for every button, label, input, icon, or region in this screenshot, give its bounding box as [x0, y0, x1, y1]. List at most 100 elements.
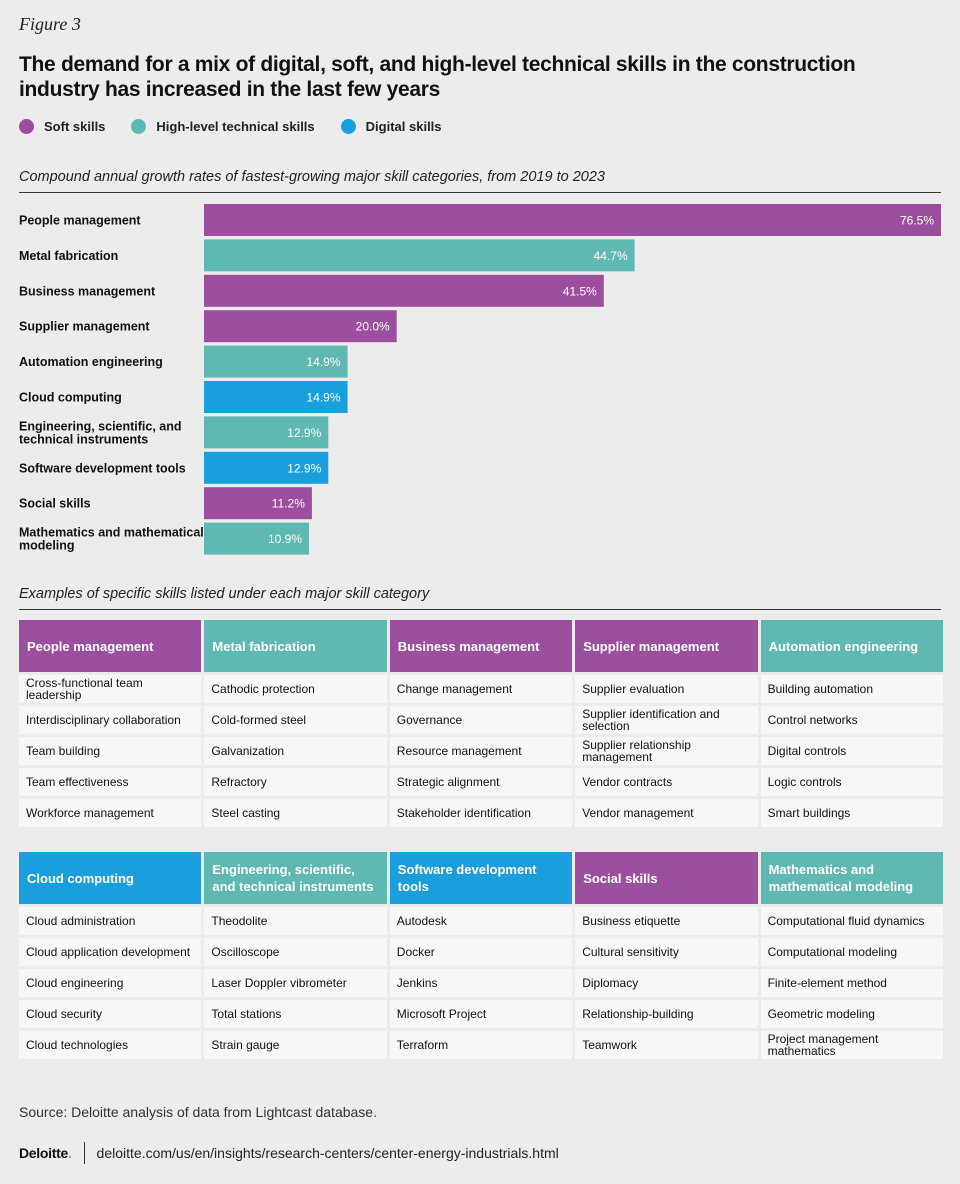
table-header: Software development tools [389, 852, 573, 904]
table-cell: Oscilloscope [204, 938, 387, 966]
table-cell: Building automation [760, 675, 943, 703]
table-cell: Terraform [389, 1031, 573, 1059]
data-label: 10.9% [268, 532, 302, 546]
table-cell: Steel casting [204, 799, 387, 827]
logo-text: Deloitte [19, 1145, 68, 1161]
legend-item-digital-skills: Digital skills [340, 119, 442, 134]
table-cell: Digital controls [760, 737, 943, 765]
data-label: 76.5% [900, 214, 934, 228]
table-cell: Diplomacy [575, 969, 758, 997]
table-cell: Finite-element method [760, 969, 943, 997]
table-cell: Stakeholder identification [389, 799, 573, 827]
table-cell: Logic controls [760, 768, 943, 796]
table-cell: Supplier identification and selection [575, 706, 758, 734]
skills-table-2: Cloud computing Engineering, scientific, … [19, 852, 943, 1059]
table-cell: Team building [19, 737, 202, 765]
footer-url[interactable]: deloitte.com/us/en/insights/research-cen… [96, 1145, 559, 1161]
legend-label: High-level technical skills [156, 119, 315, 134]
table-header: Social skills [575, 852, 758, 904]
data-label: 20.0% [356, 320, 390, 334]
category-label: Engineering, scientific, and technical in… [19, 419, 182, 446]
table-header: Engineering, scientific, and technical i… [204, 852, 387, 904]
figure-title: The demand for a mix of digital, soft, a… [19, 53, 856, 101]
table-cell: Computational fluid dynamics [760, 907, 943, 935]
data-label: 14.9% [307, 391, 341, 405]
bar [204, 274, 604, 307]
table-cell: Governance [389, 706, 573, 734]
category-label: Mathematics and mathematical modeling [19, 526, 204, 553]
data-label: 12.9% [287, 426, 321, 440]
table-cell: Refractory [204, 768, 387, 796]
data-label: 41.5% [563, 284, 597, 298]
table-cell: Cloud application development [19, 938, 202, 966]
table-header: People management [19, 620, 202, 672]
data-label: 14.9% [307, 355, 341, 369]
table-cell: Supplier relationship management [575, 737, 758, 765]
category-label: Metal fabrication [19, 249, 118, 263]
category-label: Software development tools [19, 461, 186, 475]
table-cell: Teamwork [575, 1031, 758, 1059]
chart-divider [19, 192, 941, 193]
table-cell: Change management [389, 675, 573, 703]
table-cell: Relationship-building [575, 1000, 758, 1028]
table-cell: Vendor management [575, 799, 758, 827]
legend-swatch-high-level-technical-skills [131, 119, 147, 134]
deloitte-logo: Deloitte. [19, 1145, 72, 1161]
category-label: People management [19, 214, 141, 228]
table-cell: Workforce management [19, 799, 202, 827]
table-cell: Team effectiveness [19, 768, 202, 796]
table-cell: Strain gauge [204, 1031, 387, 1059]
legend-swatch-digital-skills [340, 119, 356, 134]
table-cell: Microsoft Project [389, 1000, 573, 1028]
bar [204, 451, 329, 484]
table-header: Supplier management [575, 620, 758, 672]
table-cell: Project management mathematics [760, 1031, 943, 1059]
table-cell: Vendor contracts [575, 768, 758, 796]
figure-label: Figure 3 [19, 14, 81, 34]
table-cell: Computational modeling [760, 938, 943, 966]
footer-separator [83, 1142, 85, 1164]
table-cell: Cloud administration [19, 907, 202, 935]
table-divider [19, 609, 941, 610]
bar [204, 345, 348, 378]
table-cell: Cloud technologies [19, 1031, 202, 1059]
table-cell: Theodolite [204, 907, 387, 935]
data-label: 44.7% [594, 249, 628, 263]
legend-label: Digital skills [365, 119, 442, 134]
bar [204, 416, 329, 449]
skills-table-1: People management Metal fabrication Busine… [19, 620, 943, 827]
table-cell: Resource management [389, 737, 573, 765]
category-label: Supplier management [19, 320, 150, 334]
bar [204, 522, 310, 555]
bar [204, 204, 941, 236]
table-cell: Control networks [760, 706, 943, 734]
table-subtitle: Examples of specific skills listed under… [19, 586, 430, 602]
table-cell: Cross-functional team leadership [19, 675, 202, 703]
table-header: Business management [389, 620, 573, 672]
bar-chart: People management 76.5% Metal fabrication 4… [19, 204, 941, 555]
data-label: 11.2% [272, 497, 305, 511]
chart-subtitle: Compound annual growth rates of fastest-… [19, 169, 605, 185]
table-cell: Autodesk [389, 907, 573, 935]
table-header: Cloud computing [19, 852, 202, 904]
table-cell: Smart buildings [760, 799, 943, 827]
category-label: Automation engineering [19, 355, 163, 369]
legend-item-high-level-technical-skills: High-level technical skills [131, 119, 315, 134]
table-cell: Cathodic protection [204, 675, 387, 703]
source-note: Source: Deloitte analysis of data from L… [19, 1104, 377, 1120]
category-label: Social skills [19, 497, 91, 511]
bar [204, 239, 635, 272]
bar [204, 381, 348, 413]
table-cell: Cold-formed steel [204, 706, 387, 734]
category-label: Business management [19, 284, 156, 298]
table-cell: Total stations [204, 1000, 387, 1028]
table-cell: Business etiquette [575, 907, 758, 935]
table-cell: Galvanization [204, 737, 387, 765]
bar [204, 310, 397, 343]
legend: Soft skills High-level technical skills … [19, 119, 442, 134]
bar [204, 487, 312, 520]
table-header: Metal fabrication [204, 620, 387, 672]
table-cell: Cultural sensitivity [575, 938, 758, 966]
table-header: Automation engineering [760, 620, 943, 672]
legend-swatch-soft-skills [19, 119, 34, 134]
